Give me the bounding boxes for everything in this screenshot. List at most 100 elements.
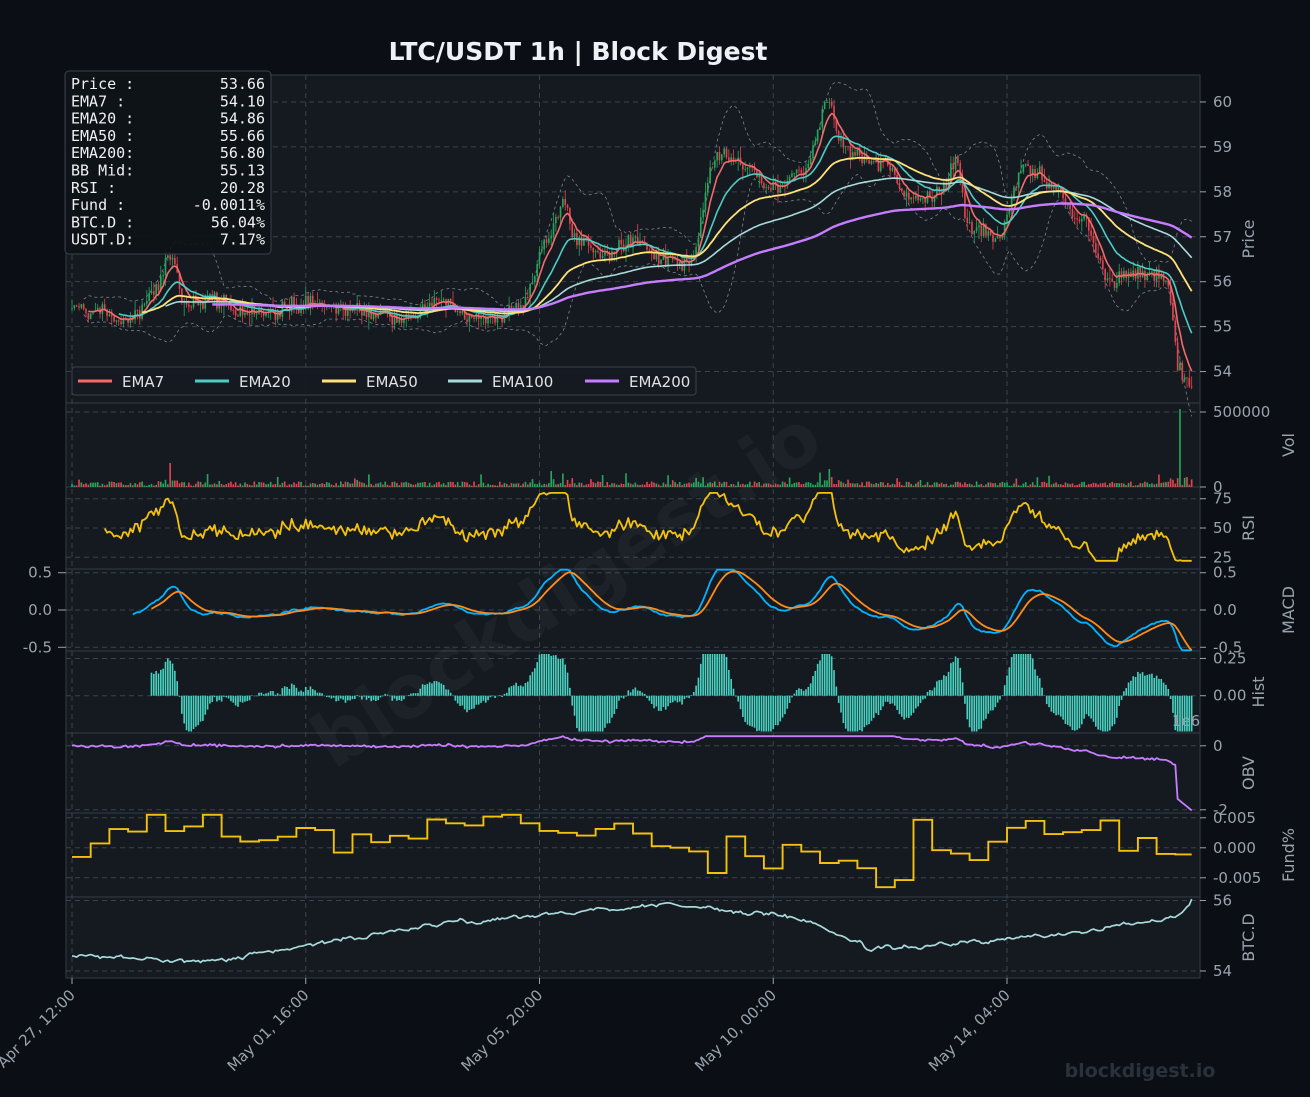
- volume-bar: [321, 483, 323, 487]
- volume-bar: [339, 481, 342, 487]
- hist-bar: [629, 692, 632, 696]
- hist-bar: [307, 690, 309, 696]
- hist-bar: [262, 694, 265, 696]
- candle-body: [276, 311, 279, 320]
- candle-body: [1057, 186, 1060, 190]
- volume-bar: [569, 483, 571, 487]
- candle-body: [82, 304, 85, 310]
- volume-bar: [924, 484, 927, 487]
- volume-bar: [671, 480, 674, 487]
- hist-bar: [730, 679, 732, 696]
- hist-bar: [622, 695, 625, 699]
- candle-body: [260, 307, 263, 313]
- candle-body: [96, 307, 99, 311]
- y-axis-label: MACD: [1279, 586, 1298, 634]
- volume-bar: [1066, 483, 1069, 487]
- hist-bar: [835, 686, 838, 696]
- hist-bar: [370, 695, 373, 702]
- y-tick-label: 59: [1213, 138, 1232, 156]
- hist-bar: [987, 695, 990, 714]
- hist-bar: [905, 695, 908, 718]
- hist-bar: [737, 695, 740, 702]
- hist-bar: [1111, 695, 1114, 727]
- volume-bar: [410, 483, 412, 487]
- candle-body: [770, 188, 772, 191]
- volume-bar: [510, 483, 513, 487]
- volume-bar: [515, 483, 517, 487]
- y-tick-label: 58: [1213, 183, 1232, 201]
- volume-bar: [580, 482, 583, 487]
- volume-bar: [1104, 482, 1106, 487]
- y-tick-label: -0.5: [1213, 638, 1242, 656]
- volume-bar: [349, 483, 351, 487]
- volume-bar: [940, 482, 943, 487]
- candle-body: [421, 304, 424, 309]
- volume-bar: [267, 483, 270, 487]
- hist-bar: [209, 695, 211, 704]
- candle-body: [78, 306, 80, 308]
- hist-bar: [295, 687, 298, 696]
- volume-bar: [174, 480, 176, 487]
- hist-bar: [372, 695, 375, 700]
- hist-bar: [1134, 676, 1137, 696]
- volume-bar: [802, 483, 805, 487]
- volume-bar: [531, 479, 534, 487]
- candle-body: [405, 314, 408, 319]
- hist-bar: [678, 695, 681, 702]
- volume-bar: [342, 484, 344, 487]
- volume-bar: [505, 483, 508, 487]
- candle-body: [767, 187, 770, 189]
- volume-bar: [1069, 484, 1071, 487]
- volume-bar: [127, 485, 129, 487]
- candle-body: [929, 191, 931, 198]
- candle-body: [377, 315, 380, 318]
- hist-bar: [884, 695, 887, 702]
- hist-bar: [185, 695, 188, 731]
- volume-bar: [840, 481, 842, 487]
- hist-bar: [683, 695, 686, 700]
- hist-bar: [1186, 695, 1188, 732]
- hist-bar: [190, 695, 193, 732]
- ema200-line: [212, 202, 1193, 311]
- volume-bar: [613, 483, 616, 487]
- volume-bar: [646, 481, 648, 487]
- hist-bar: [1146, 674, 1149, 696]
- hist-bar: [947, 671, 950, 696]
- volume-bar: [162, 483, 164, 487]
- volume-bar: [1001, 481, 1004, 487]
- candle-body: [297, 309, 300, 313]
- volume-bar: [604, 485, 606, 487]
- hist-bar: [608, 695, 611, 724]
- candle-body: [155, 284, 157, 295]
- candle-body: [933, 195, 936, 202]
- candle-body: [115, 320, 118, 322]
- candle-body: [1006, 214, 1008, 222]
- candle-body: [309, 295, 312, 309]
- hist-bar: [865, 695, 868, 726]
- hist-bar: [1038, 678, 1041, 696]
- candle-body: [337, 307, 340, 314]
- candle-body: [856, 148, 859, 156]
- hist-bar: [1008, 667, 1011, 696]
- hist-bar: [826, 653, 828, 696]
- volume-bar: [1106, 485, 1109, 487]
- hist-bar: [870, 695, 873, 721]
- candle-body: [498, 315, 501, 317]
- volume-bar: [438, 481, 440, 487]
- hist-bar: [842, 695, 845, 724]
- volume-bar: [241, 485, 244, 487]
- candle-body: [150, 291, 153, 294]
- hist-bar: [802, 690, 805, 696]
- hist-bar: [711, 653, 714, 696]
- hist-bar: [480, 695, 482, 703]
- volume-bar: [908, 481, 910, 487]
- hist-bar: [199, 695, 202, 722]
- hist-bar: [721, 653, 723, 696]
- volume-bar: [246, 483, 249, 487]
- info-value: 55.13: [220, 162, 265, 180]
- volume-bar: [370, 483, 373, 487]
- volume-bar: [980, 483, 983, 487]
- volume-bar: [858, 484, 861, 487]
- hist-bar: [844, 695, 847, 729]
- candle-body: [1027, 163, 1029, 167]
